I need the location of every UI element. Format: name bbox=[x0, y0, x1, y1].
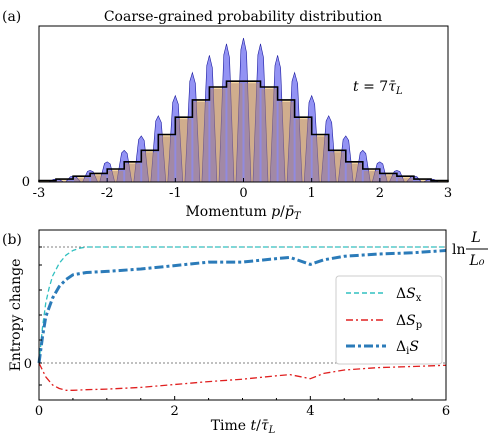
panel-b-x-tick-label: 0 bbox=[35, 404, 43, 419]
coarse-overlap bbox=[278, 101, 294, 182]
coarse-step-outline bbox=[38, 80, 449, 182]
panel-b-label: (b) bbox=[2, 232, 22, 248]
panel-b: (b) 0 2 4 6 0 Entropy change Time t/τ̄L ln … bbox=[2, 229, 488, 436]
coarse-overlap bbox=[380, 175, 396, 182]
panel-a-x-ticks: -3 -2 -1 0 1 2 3 bbox=[33, 178, 452, 201]
coarse-overlap bbox=[346, 163, 362, 182]
panel-a: (a) Coarse-grained probability distribut… bbox=[2, 9, 452, 222]
coarse-overlap bbox=[176, 119, 192, 182]
panel-a-x-tick-label: 0 bbox=[239, 186, 247, 201]
panel-b-y-tick-label: 0 bbox=[24, 357, 32, 372]
panel-a-x-tick-label: -2 bbox=[101, 186, 114, 201]
panel-b-y-axis-label: Entropy change bbox=[8, 259, 24, 372]
reference-level-prefix: ln bbox=[452, 242, 466, 258]
coarse-overlap bbox=[142, 152, 158, 182]
legend-entry-dSp: ΔSp bbox=[396, 313, 422, 331]
panel-b-x-tick-label: 2 bbox=[171, 404, 179, 419]
coarse-overlap bbox=[397, 178, 413, 182]
coarse-overlap bbox=[210, 88, 226, 182]
coarse-overlap bbox=[312, 136, 328, 182]
coarse-overlap bbox=[125, 163, 141, 182]
coarse-overlap bbox=[74, 178, 90, 182]
legend-entry-diS: ΔiS bbox=[396, 339, 419, 357]
coarse-overlap bbox=[91, 175, 107, 182]
coarse-overlap bbox=[159, 136, 175, 182]
panel-b-y-ticks: 0 bbox=[24, 246, 42, 386]
panel-a-x-tick-label: 1 bbox=[308, 186, 316, 201]
panel-a-time-annotation: t = 7τ̄L bbox=[353, 79, 403, 97]
series-line bbox=[38, 362, 447, 391]
coarse-overlap bbox=[193, 101, 209, 182]
coarse-overlap bbox=[329, 152, 345, 182]
coarse-bin-bar bbox=[413, 179, 431, 182]
panel-a-x-tick-label: -3 bbox=[33, 186, 46, 201]
panel-a-x-tick-label: 3 bbox=[444, 186, 452, 201]
reference-level-numerator: L bbox=[470, 230, 480, 246]
coarse-overlap bbox=[295, 119, 311, 182]
legend: ΔSx ΔSp ΔiS bbox=[335, 275, 443, 365]
coarse-overlap bbox=[227, 83, 243, 182]
coarse-bin-bar bbox=[56, 179, 74, 182]
coarse-overlap bbox=[108, 171, 124, 182]
panel-a-label: (a) bbox=[2, 9, 21, 25]
reference-level-label: ln L L₀ bbox=[452, 230, 488, 269]
panel-b-plot-area bbox=[37, 246, 447, 391]
series-line bbox=[37, 249, 447, 364]
panel-a-y-tick-0: 0 bbox=[22, 175, 30, 190]
legend-box bbox=[335, 275, 443, 365]
panel-a-plot-area bbox=[38, 37, 449, 183]
legend-entry-dSx: ΔSx bbox=[396, 286, 422, 304]
series-line bbox=[38, 246, 446, 364]
panel-a-x-axis-label: Momentum p/p̄T bbox=[185, 204, 301, 222]
panel-a-x-tick-label: -1 bbox=[169, 186, 182, 201]
panel-b-x-axis-label: Time t/τ̄L bbox=[211, 418, 276, 436]
panel-b-x-tick-label: 6 bbox=[442, 404, 450, 419]
coarse-overlap bbox=[363, 171, 379, 182]
coarse-overlap bbox=[244, 83, 260, 182]
panel-b-x-tick-label: 4 bbox=[306, 404, 314, 419]
panel-b-x-ticks: 0 2 4 6 bbox=[35, 396, 450, 419]
coarse-overlap bbox=[261, 88, 277, 182]
reference-level-denominator: L₀ bbox=[469, 253, 485, 269]
panel-a-title: Coarse-grained probability distribution bbox=[104, 9, 382, 25]
panel-a-x-tick-label: 2 bbox=[376, 186, 384, 201]
